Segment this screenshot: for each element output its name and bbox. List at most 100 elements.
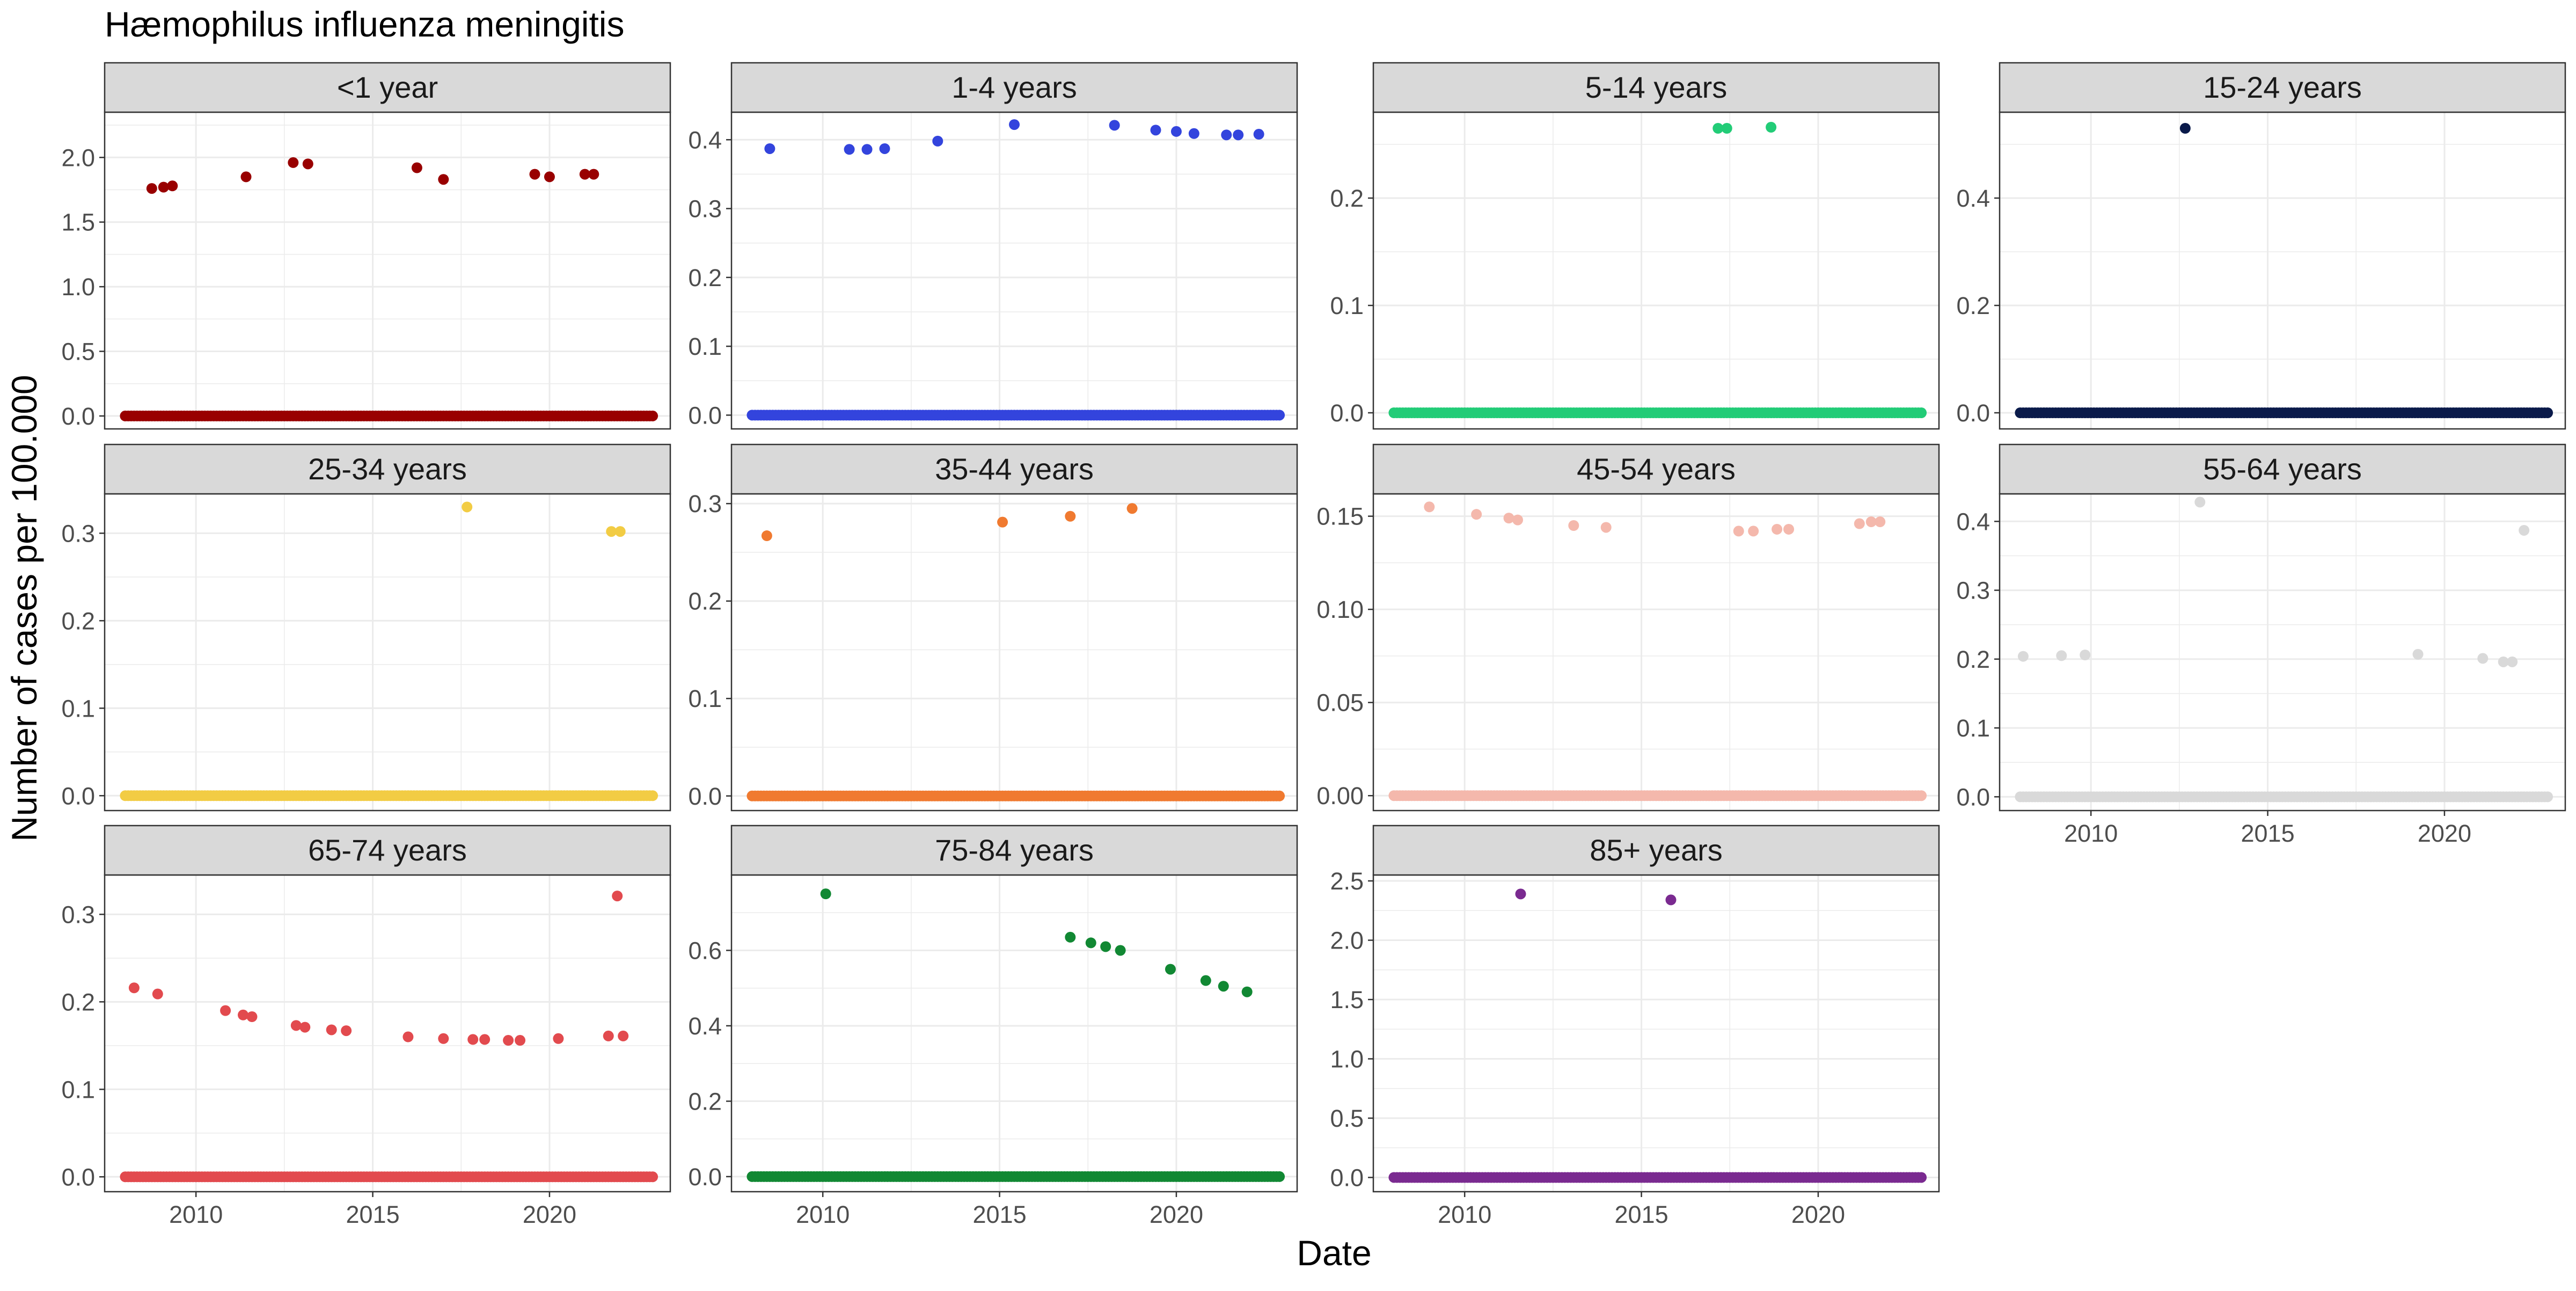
y-tick-label: 0.15 — [1316, 503, 1364, 530]
y-tick-label: 1.0 — [1330, 1046, 1364, 1073]
data-point — [2412, 648, 2424, 660]
data-point-zero — [2542, 407, 2553, 418]
data-point — [1875, 516, 1886, 528]
data-point — [152, 988, 163, 1000]
data-point — [1218, 981, 1229, 992]
y-tick-label: 0.3 — [1956, 577, 1990, 604]
panel-background — [105, 875, 670, 1192]
panel-background — [731, 875, 1297, 1192]
data-point — [2194, 497, 2206, 508]
data-point — [1733, 526, 1744, 537]
panel-background — [2000, 112, 2565, 429]
data-point — [503, 1035, 514, 1046]
y-tick-label: 0.0 — [61, 1163, 95, 1191]
y-tick-label: 0.3 — [61, 901, 95, 928]
data-point — [1150, 125, 1161, 136]
y-tick-label: 0.1 — [688, 333, 722, 360]
data-point — [606, 526, 617, 537]
y-tick-label: 0.10 — [1316, 596, 1364, 623]
data-point — [290, 1020, 302, 1031]
data-point — [579, 169, 590, 180]
data-point-zero — [647, 790, 658, 801]
facet-panel-35-44-years: 35-44 years 0.0 0.1 0.2 0.3 — [688, 443, 1298, 812]
data-point — [1188, 128, 1199, 139]
panel-background — [1373, 494, 1939, 811]
facet-strip-label: 5-14 years — [1585, 70, 1728, 104]
data-point — [302, 158, 313, 170]
data-point — [2477, 653, 2489, 664]
facet-strip — [1999, 62, 2566, 113]
data-points — [1388, 122, 1927, 418]
y-tick-label: 0.4 — [688, 1012, 722, 1040]
y-tick-label: 2.0 — [1330, 927, 1364, 954]
facet-strip-label: 75-84 years — [935, 833, 1094, 867]
y-tick-label: 0.3 — [688, 195, 722, 223]
y-tick-label: 0.2 — [688, 588, 722, 615]
facet-panel-55-64-years: 55-64 years 0.0 0.1 0.2 0.3 0.4 2010 2015 2020 — [1956, 443, 2566, 847]
data-point — [1233, 129, 1244, 141]
data-point — [2017, 651, 2029, 662]
data-point — [158, 181, 169, 193]
y-tick-label: 0.2 — [61, 988, 95, 1016]
data-point — [1165, 964, 1176, 975]
data-point — [1600, 522, 1612, 533]
y-tick-label: 0.0 — [1956, 783, 1990, 811]
data-points — [120, 157, 658, 421]
data-points — [747, 503, 1285, 801]
data-point-zero — [647, 1171, 658, 1183]
y-tick-label: 0.1 — [1330, 292, 1364, 319]
facet-panel-85-years: 85+ years 0.0 0.5 1.0 1.5 2.0 2.5 2010 2015 2020 — [1330, 825, 1940, 1228]
facet-panels: <1 year 0.0 0.5 1.0 1.5 2.0 1-4 years 0.0 0.1 0.2… — [61, 62, 2566, 1228]
data-point — [1241, 986, 1253, 997]
facet-strip-label: 55-64 years — [2203, 452, 2362, 486]
y-tick-label: 0.2 — [1956, 292, 1990, 319]
data-point — [618, 1030, 629, 1041]
data-point — [1200, 975, 1211, 986]
x-tick-label: 2020 — [1791, 1201, 1845, 1228]
y-tick-label: 2.0 — [61, 144, 95, 171]
y-tick-label: 0.5 — [1330, 1105, 1364, 1132]
data-point — [1748, 526, 1759, 537]
data-point — [761, 530, 772, 542]
facet-strip — [1999, 443, 2566, 495]
data-point — [1424, 501, 1435, 513]
y-tick-label: 0.2 — [1956, 646, 1990, 673]
data-point — [1665, 894, 1677, 906]
data-point — [844, 144, 855, 155]
data-point — [820, 888, 831, 900]
data-point — [1126, 503, 1138, 514]
y-tick-label: 0.0 — [1330, 1164, 1364, 1191]
y-tick-label: 0.1 — [688, 685, 722, 712]
facet-strip — [1372, 443, 1940, 495]
y-tick-label: 0.1 — [1956, 714, 1990, 742]
facet-panel-45-54-years: 45-54 years 0.00 0.05 0.10 0.15 — [1316, 443, 1940, 812]
data-point — [861, 144, 873, 155]
data-point — [326, 1024, 337, 1035]
data-points — [2015, 123, 2553, 418]
data-point — [1170, 126, 1182, 137]
data-point — [1865, 516, 1877, 528]
facet-panel-65-74-years: 65-74 years 0.0 0.1 0.2 0.3 2010 2015 2020 — [61, 825, 671, 1228]
data-point — [588, 169, 599, 180]
x-tick-label: 2015 — [2241, 820, 2294, 847]
data-point — [128, 982, 140, 994]
facet-panel-25-34-years: 25-34 years 0.0 0.1 0.2 0.3 — [61, 443, 671, 812]
data-point — [299, 1022, 311, 1033]
data-point — [341, 1025, 352, 1037]
data-point — [1568, 520, 1579, 531]
x-tick-label: 2020 — [2418, 820, 2471, 847]
data-point — [1085, 937, 1096, 949]
data-points — [1388, 501, 1927, 801]
y-tick-label: 0.4 — [1956, 185, 1990, 212]
data-point — [614, 526, 626, 537]
data-point — [1503, 513, 1514, 524]
facet-strip-label: 15-24 years — [2203, 70, 2362, 104]
facet-strip — [104, 443, 671, 495]
y-tick-label: 0.5 — [61, 338, 95, 366]
facet-strip — [730, 443, 1298, 495]
data-point-zero — [1274, 410, 1285, 421]
data-point — [2519, 524, 2530, 536]
data-point — [402, 1031, 414, 1042]
